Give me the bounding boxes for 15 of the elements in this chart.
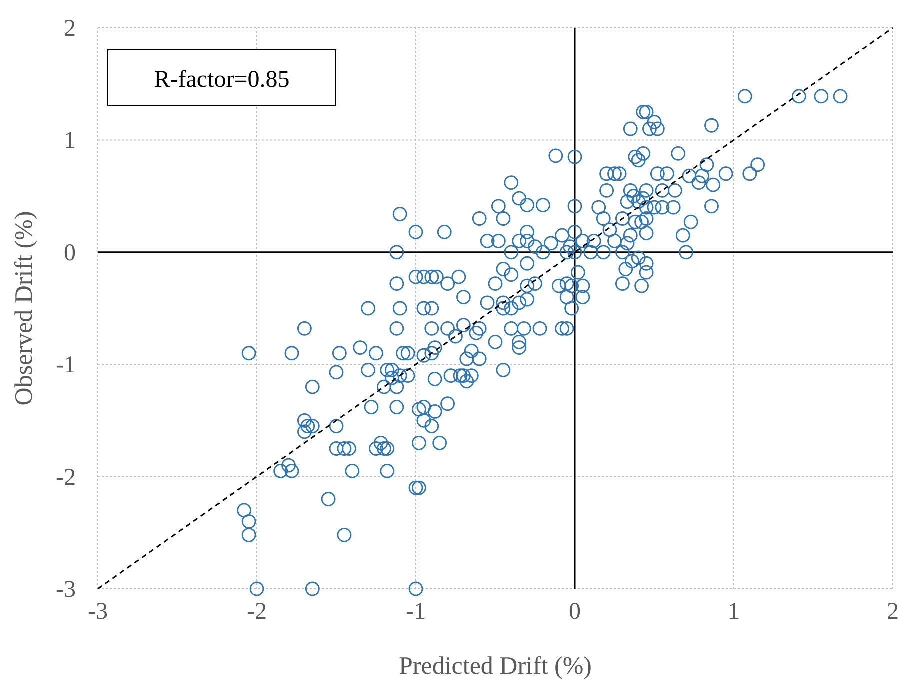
x-tick-label: 0 xyxy=(569,599,581,625)
x-tick-label: 2 xyxy=(887,599,899,625)
x-tick-label: -2 xyxy=(247,599,267,625)
y-tick-label: 2 xyxy=(64,16,76,42)
x-tick-label: -1 xyxy=(406,599,426,625)
y-tick-label: -1 xyxy=(56,352,76,379)
y-axis-title: Observed Drift (%) xyxy=(11,211,38,406)
y-tick-label: -2 xyxy=(56,464,76,491)
x-tick-label: 1 xyxy=(728,599,740,625)
y-tick-label: -3 xyxy=(56,577,76,603)
x-axis-title: Predicted Drift (%) xyxy=(399,653,592,680)
annotation: R-factor=0.85 xyxy=(154,67,290,93)
y-tick-label: 0 xyxy=(64,240,76,266)
y-tick-label: 1 xyxy=(64,128,76,154)
x-tick-label: -3 xyxy=(88,599,108,625)
